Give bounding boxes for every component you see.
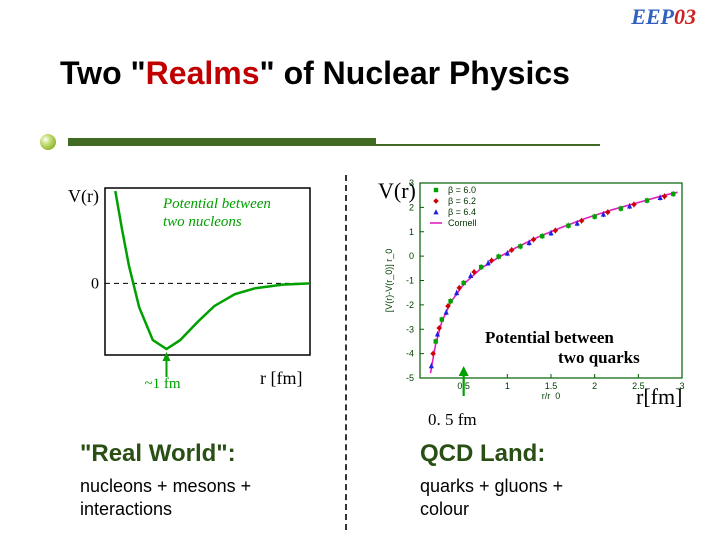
- real-world-heading: "Real World":: [80, 440, 236, 468]
- nucleon-potential-plot: V(r) 0 r [fm] Potential between two nucleons…: [60, 180, 320, 390]
- title-suffix: " of Nuclear Physics: [260, 55, 570, 91]
- quark-potential-plot: -5-4-3-2-101230.511.522.53[V(r)-V(r_0)] …: [380, 175, 690, 400]
- logo-eep: EEP: [631, 4, 674, 29]
- svg-text:β = 6.0: β = 6.0: [448, 185, 476, 195]
- rfm-axis-label: r[fm]: [636, 384, 682, 410]
- svg-text:1: 1: [505, 381, 510, 391]
- vr-axis-label: V(r): [378, 178, 416, 204]
- quark-caption-line2: two quarks: [558, 348, 640, 368]
- column-divider: [345, 175, 347, 530]
- conference-logo: EEP03: [631, 4, 696, 30]
- svg-text:r [fm]: r [fm]: [260, 368, 302, 388]
- title-red: Realms: [146, 55, 260, 91]
- svg-text:β = 6.2: β = 6.2: [448, 196, 476, 206]
- logo-o3: 03: [674, 4, 696, 29]
- half-fm-label: 0. 5 fm: [428, 410, 477, 430]
- svg-text:-5: -5: [406, 373, 414, 383]
- svg-text:V(r): V(r): [68, 186, 99, 207]
- svg-text:two nucleons: two nucleons: [163, 214, 242, 230]
- svg-text:1: 1: [409, 227, 414, 237]
- bullet-dot-icon: [40, 134, 56, 150]
- svg-text:-3: -3: [406, 324, 414, 334]
- svg-text:r/r_0: r/r_0: [542, 391, 561, 400]
- qcd-land-heading: QCD Land:: [420, 440, 545, 468]
- svg-text:Cornell: Cornell: [448, 218, 477, 228]
- svg-text:β = 6.4: β = 6.4: [448, 207, 476, 217]
- nucleon-potential-svg: V(r) 0 r [fm] Potential between two nucleons…: [60, 180, 320, 390]
- svg-text:1.5: 1.5: [545, 381, 558, 391]
- thin-underline: [68, 144, 600, 146]
- real-world-sub: nucleons + mesons +interactions: [80, 475, 251, 520]
- title-underline: [40, 130, 600, 154]
- quark-potential-svg: -5-4-3-2-101230.511.522.53[V(r)-V(r_0)] …: [380, 175, 690, 400]
- svg-text:2: 2: [592, 381, 597, 391]
- title-prefix: Two ": [60, 55, 146, 91]
- svg-text:0: 0: [91, 275, 99, 292]
- svg-text:-4: -4: [406, 349, 414, 359]
- svg-text:-2: -2: [406, 300, 414, 310]
- quark-caption-line1: Potential between: [485, 328, 614, 348]
- page-title: Two "Realms" of Nuclear Physics: [60, 55, 570, 92]
- svg-text:0: 0: [409, 251, 414, 261]
- qcd-land-sub: quarks + gluons +colour: [420, 475, 563, 520]
- svg-text:-1: -1: [406, 276, 414, 286]
- svg-text:Potential between: Potential between: [162, 196, 271, 212]
- svg-text:[V(r)-V(r_0)] r_0: [V(r)-V(r_0)] r_0: [384, 249, 394, 313]
- svg-text:~1 fm: ~1 fm: [145, 376, 181, 390]
